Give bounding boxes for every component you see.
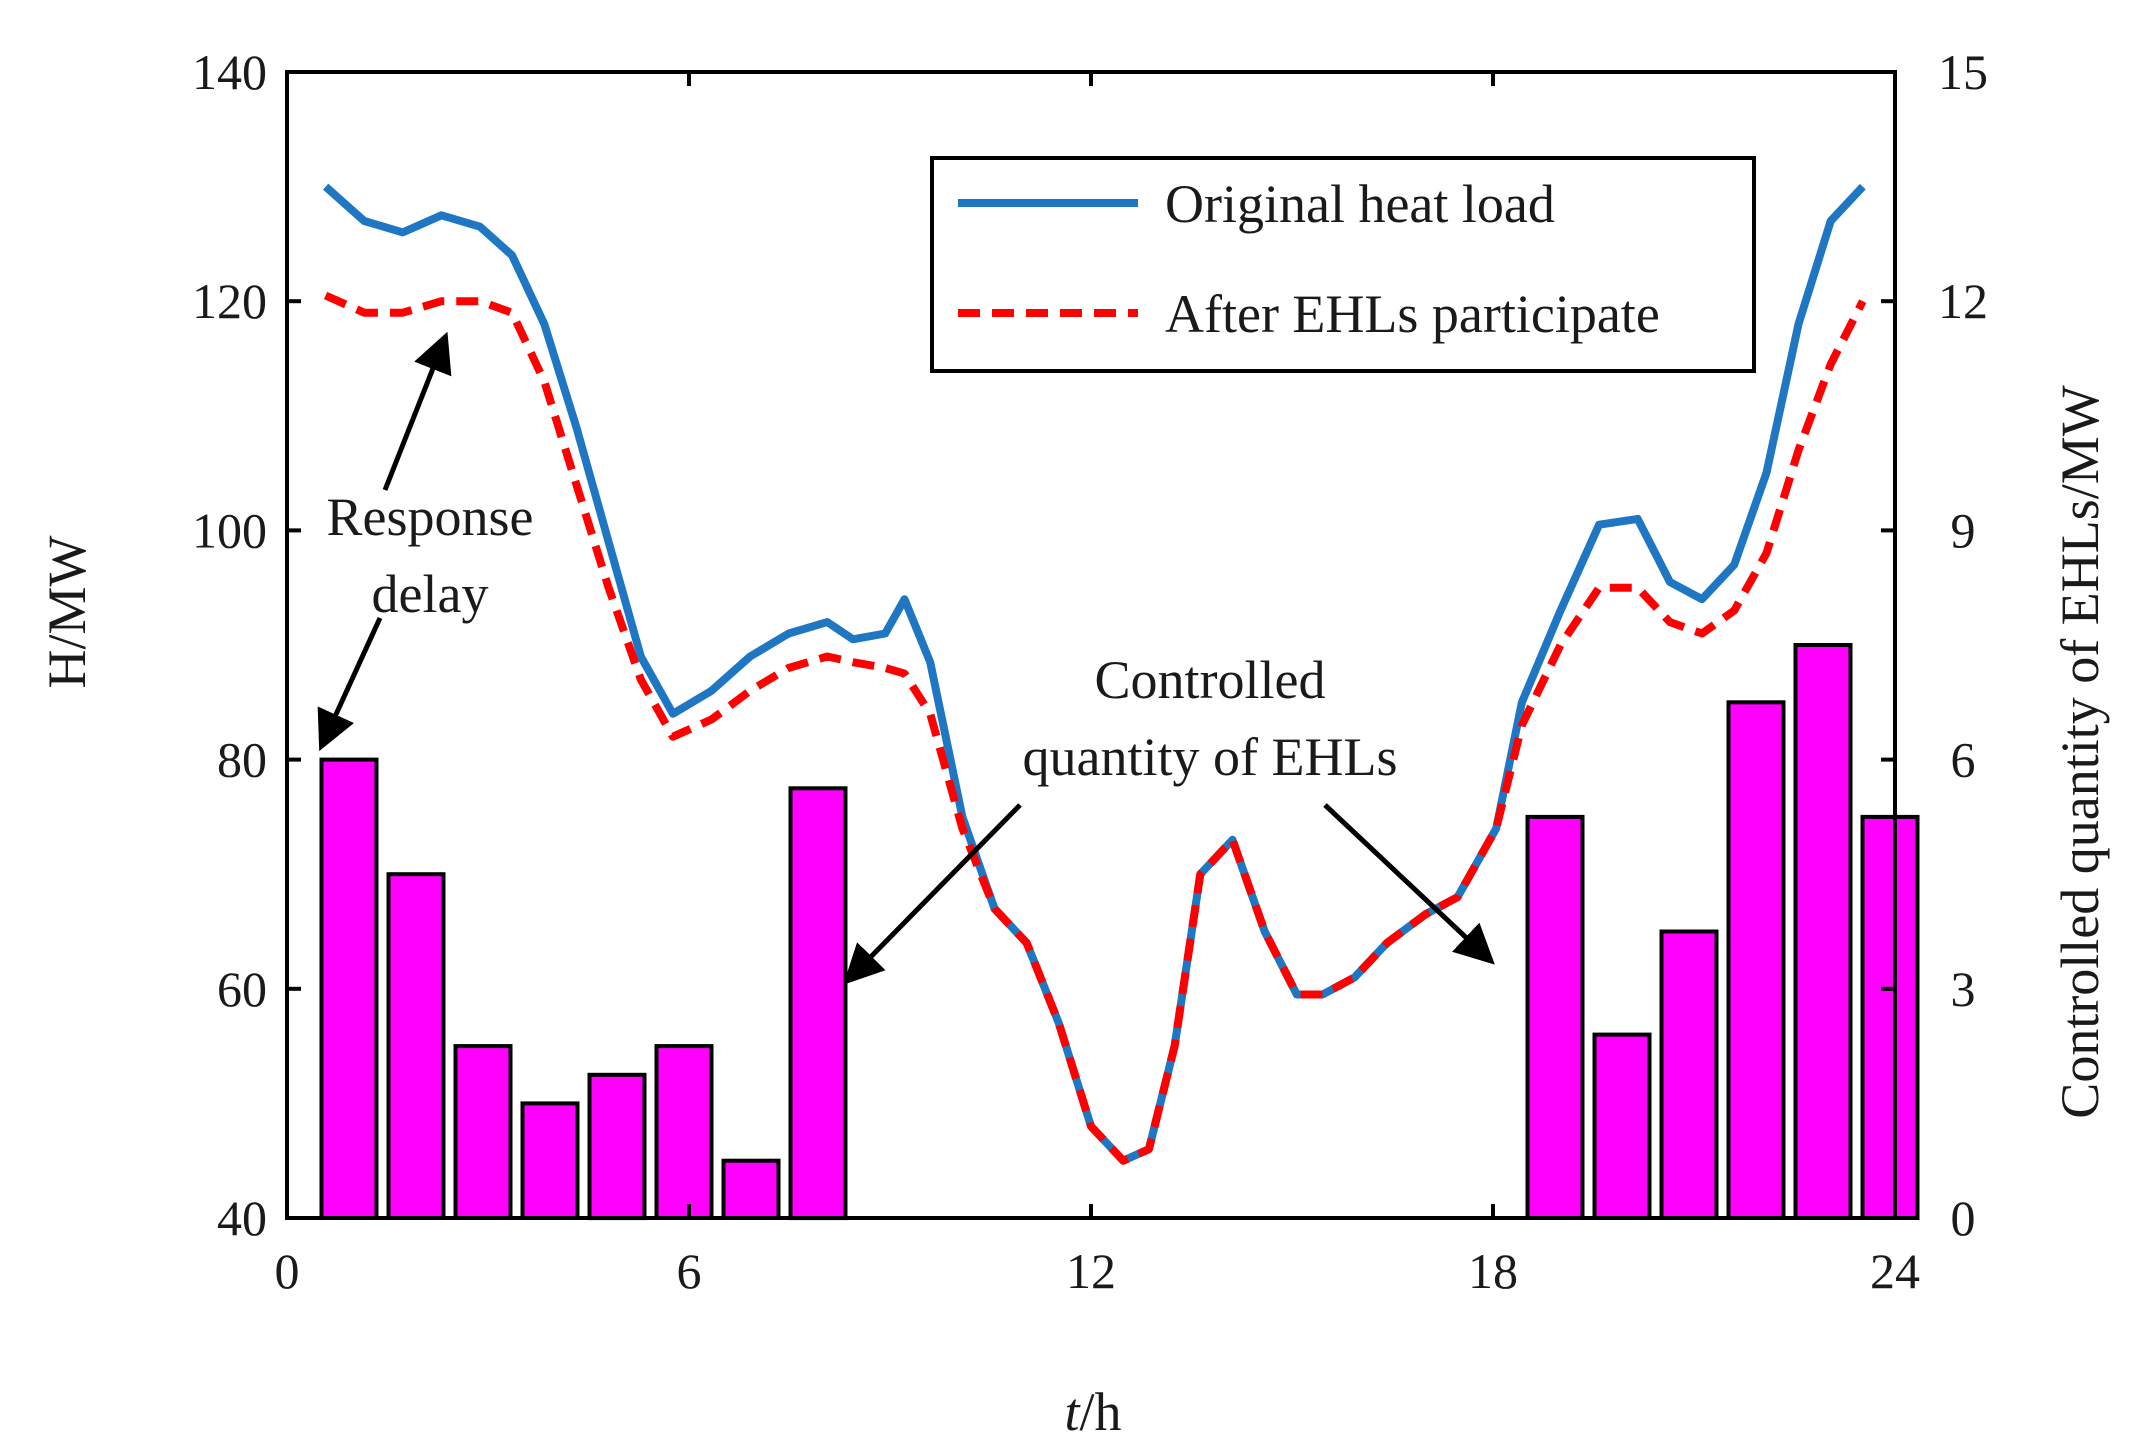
- y-tick-label: 80: [217, 732, 267, 788]
- annotation-response-text: Response: [327, 487, 534, 547]
- arrow-response-down: [317, 616, 383, 752]
- y-tick-label: 120: [192, 273, 267, 329]
- x-tick-label: 0: [275, 1243, 300, 1299]
- bar-11: [1659, 929, 1719, 1220]
- arrow-controlled-left: [843, 803, 1022, 985]
- arrow-response-up: [382, 331, 452, 491]
- bar-3: [453, 1044, 513, 1220]
- tick-labels: 0 6 12 18 24 40 60 80 100 120 140 0 3 6 9 12 15: [192, 44, 1988, 1299]
- legend-label-original: Original heat load: [1165, 174, 1555, 234]
- legend: Original heat load After EHLs participat…: [930, 156, 1756, 373]
- arrow-controlled-right: [1323, 803, 1495, 965]
- annotation-response-delay: Response delay: [317, 331, 534, 752]
- legend-label-after: After EHLs participate: [1165, 284, 1660, 344]
- annotation-delay-text: delay: [372, 564, 489, 624]
- x-axis-title: t/h: [1064, 1382, 1121, 1442]
- bar-7: [721, 1158, 781, 1220]
- ticks-layer: [285, 70, 1897, 1220]
- y2-tick-label: 15: [1938, 44, 1988, 100]
- x-tick-label: 18: [1468, 1243, 1518, 1299]
- bar-1: [319, 757, 379, 1220]
- lines-layer: [322, 183, 1867, 1165]
- y2-axis-title: Controlled quantity of EHLs/MW: [2050, 385, 2110, 1118]
- bar-14: [1860, 814, 1920, 1221]
- y-tick-label: 140: [192, 44, 267, 100]
- y2-tick-label: 3: [1951, 961, 1976, 1017]
- bar-10: [1592, 1032, 1652, 1220]
- annotation-controlled-quantity: Controlled quantity of EHLs: [843, 650, 1495, 985]
- y2-tick-label: 9: [1951, 502, 1976, 558]
- bar-6: [654, 1044, 714, 1220]
- x-tick-label: 6: [677, 1243, 702, 1299]
- y-tick-label: 60: [217, 961, 267, 1017]
- y2-tick-label: 0: [1951, 1190, 1976, 1246]
- bar-2: [386, 872, 446, 1220]
- annotation-quantity-text: quantity of EHLs: [1023, 727, 1398, 787]
- y-tick-label: 40: [217, 1190, 267, 1246]
- y2-tick-label: 12: [1938, 273, 1988, 329]
- y2-tick-label: 6: [1951, 732, 1976, 788]
- x-tick-label: 12: [1066, 1243, 1116, 1299]
- x-tick-label: 24: [1870, 1243, 1920, 1299]
- y-axis-title: H/MW: [37, 535, 97, 688]
- bar-13: [1793, 643, 1853, 1220]
- series-line-original: [322, 183, 1866, 1165]
- legend-box: [930, 156, 1756, 373]
- bar-12: [1726, 700, 1786, 1220]
- x-axis-title-unit: /h: [1080, 1382, 1122, 1442]
- y-tick-label: 100: [192, 502, 267, 558]
- bar-9: [1525, 814, 1585, 1221]
- x-axis-title-italic: t: [1064, 1382, 1081, 1442]
- annotation-controlled-text: Controlled: [1095, 650, 1326, 710]
- bar-4: [520, 1101, 580, 1221]
- bar-5: [587, 1072, 647, 1221]
- bar-8: [788, 786, 848, 1221]
